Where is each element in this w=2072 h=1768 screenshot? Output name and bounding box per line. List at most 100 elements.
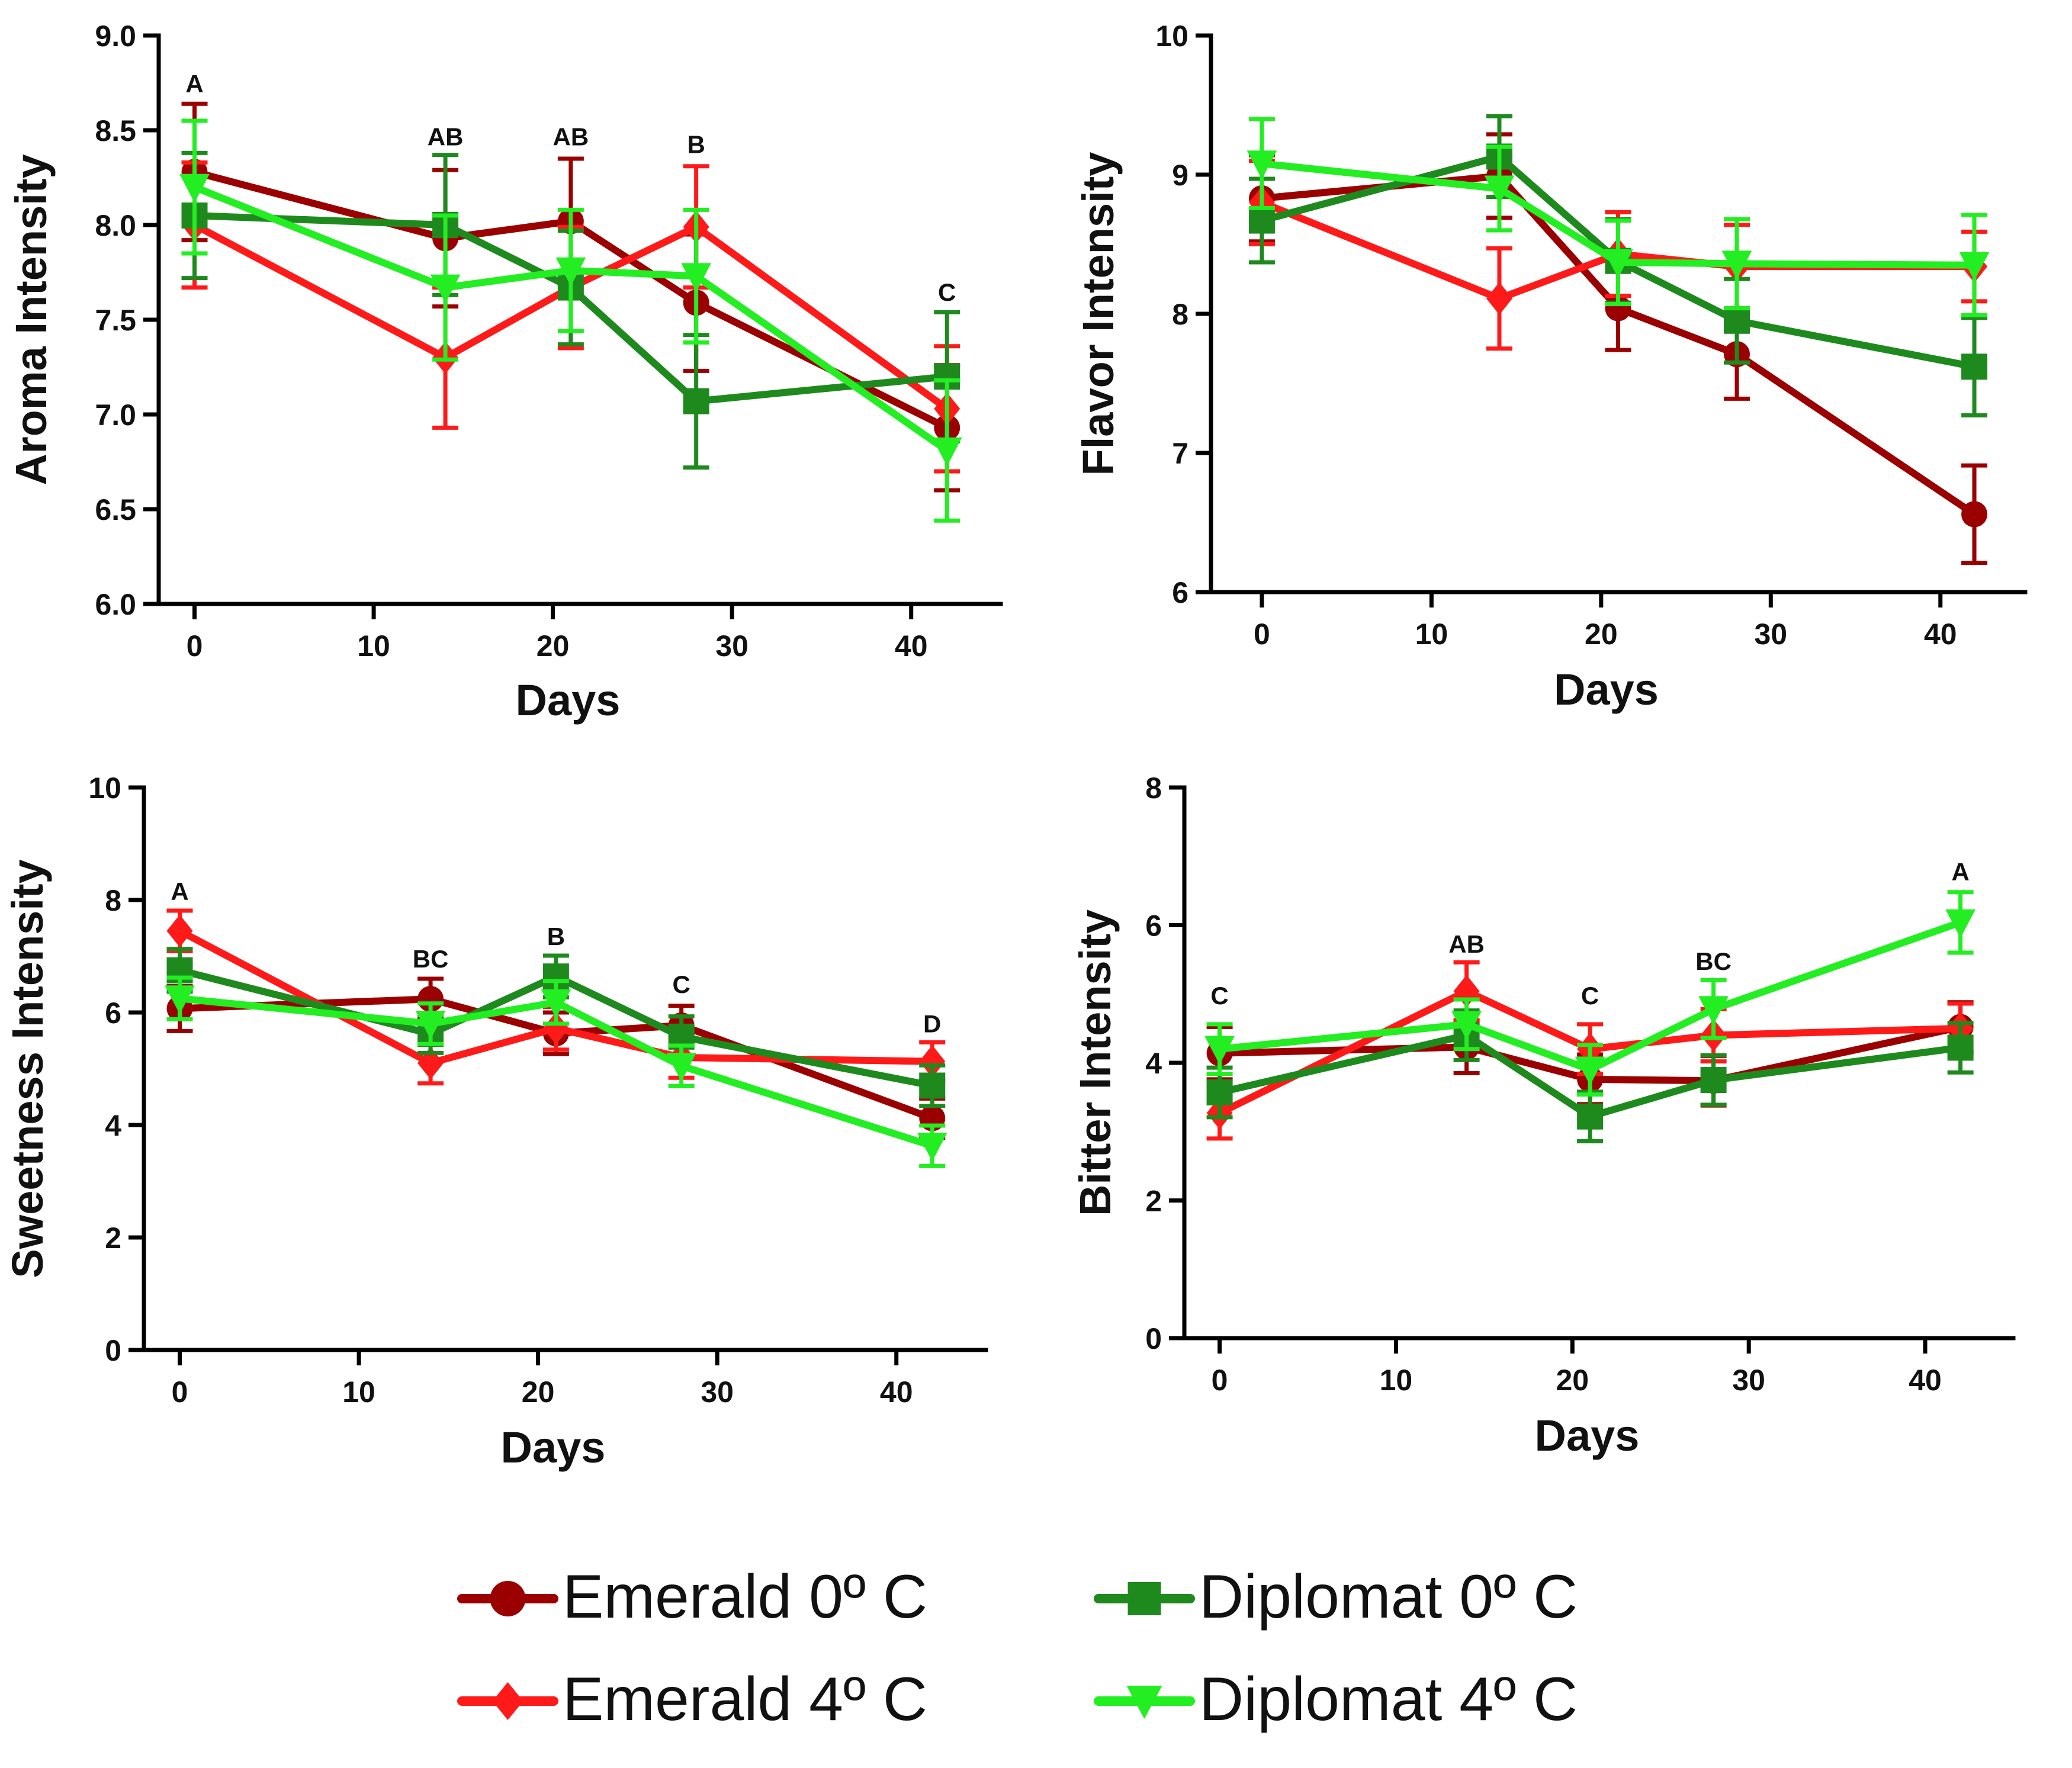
y-tick-label: 6.5 xyxy=(95,493,136,526)
data-point xyxy=(1947,1034,1974,1061)
chart-panel-aroma-intensity: 6.0 6.5 7.0 7.5 8.0 8.5 9.0 0 10 20 30 40 Days Aroma … xyxy=(7,20,1003,725)
series-diplomat-4-c xyxy=(179,118,962,523)
x-axis-title: Days xyxy=(1535,1411,1640,1460)
x-axis-title: Days xyxy=(516,676,621,725)
y-tick-label: 7 xyxy=(1172,437,1188,470)
data-point xyxy=(165,985,195,1014)
significance-label: AB xyxy=(553,123,589,151)
data-point xyxy=(1700,1067,1727,1094)
x-tick-label: 0 xyxy=(1212,1364,1228,1397)
series-diplomat-0-c xyxy=(1206,1008,1974,1144)
x-tick-label: 20 xyxy=(537,629,570,663)
data-point xyxy=(1247,150,1277,179)
x-tick-label: 10 xyxy=(1380,1364,1413,1397)
significance-label: C xyxy=(1581,982,1599,1010)
data-point xyxy=(1945,909,1975,938)
y-tick-label: 9 xyxy=(1172,159,1188,192)
y-axis-title: Flavor Intensity xyxy=(1074,152,1123,476)
legend-item-emerald-4-c: Emerald 4º C xyxy=(457,1665,927,1734)
significance-label: A xyxy=(1951,858,1969,886)
data-point xyxy=(542,1012,569,1045)
legend: Emerald 0º C Diplomat 0º C Emerald 4º C Dip… xyxy=(457,1563,1578,1734)
data-point xyxy=(166,914,193,947)
x-axis-title: Days xyxy=(501,1423,606,1472)
data-point xyxy=(1577,1103,1604,1130)
data-point xyxy=(1575,1056,1605,1086)
data-point xyxy=(1959,252,1990,281)
significance-label: A xyxy=(185,70,203,98)
y-tick-label: 8 xyxy=(1172,298,1188,331)
y-tick-label: 9.0 xyxy=(95,20,136,53)
data-point xyxy=(1698,996,1729,1025)
x-tick-label: 0 xyxy=(172,1375,188,1409)
data-point xyxy=(919,1045,946,1078)
y-tick-label: 6 xyxy=(105,996,121,1030)
legend-label: Diplomat 4º C xyxy=(1199,1665,1578,1734)
data-point xyxy=(681,263,711,292)
significance-label: B xyxy=(547,922,565,950)
y-tick-label: 7.0 xyxy=(95,398,136,432)
significance-label: C xyxy=(938,278,956,306)
legend-item-diplomat-4-c: Diplomat 4º C xyxy=(1094,1665,1578,1734)
x-tick-label: 30 xyxy=(715,629,749,663)
significance-label: D xyxy=(923,1010,941,1037)
y-tick-label: 6.0 xyxy=(95,588,136,621)
x-tick-label: 20 xyxy=(1556,1364,1589,1397)
significance-label: AB xyxy=(1448,930,1485,958)
data-point xyxy=(919,1072,946,1099)
x-tick-label: 0 xyxy=(187,629,203,663)
legend-label: Emerald 0º C xyxy=(563,1563,927,1631)
chart-panel-sweetness-intensity: 0 2 4 6 8 10 0 10 20 30 40 Days Sweetness Intensity A… xyxy=(3,772,988,1472)
x-axis-title: Days xyxy=(1554,665,1659,714)
significance-label: BC xyxy=(1695,947,1732,975)
x-tick-label: 20 xyxy=(1585,618,1618,651)
x-tick-label: 30 xyxy=(1755,618,1788,651)
legend-label: Emerald 4º C xyxy=(563,1665,927,1734)
y-tick-label: 10 xyxy=(1155,20,1188,53)
significance-label: C xyxy=(672,970,690,998)
x-tick-label: 0 xyxy=(1254,618,1270,651)
data-point xyxy=(541,989,571,1018)
legend-item-emerald-0-c: Emerald 0º C xyxy=(457,1563,927,1631)
y-tick-label: 10 xyxy=(88,772,121,805)
data-point xyxy=(1248,207,1275,234)
legend-marker xyxy=(490,1581,526,1616)
significance-label: B xyxy=(687,130,705,158)
x-tick-label: 10 xyxy=(342,1375,375,1409)
x-tick-label: 30 xyxy=(701,1375,734,1409)
x-tick-label: 40 xyxy=(880,1375,913,1409)
data-point xyxy=(1486,282,1512,315)
x-tick-label: 10 xyxy=(1415,618,1448,651)
x-tick-label: 40 xyxy=(1909,1364,1942,1397)
data-point xyxy=(1603,249,1633,278)
significance-label: A xyxy=(171,877,188,905)
y-axis-title: Bitter Intensity xyxy=(1071,909,1120,1216)
legend-marker xyxy=(1127,1582,1161,1615)
data-point xyxy=(415,1011,446,1040)
chart-panel-flavor-intensity: 6 7 8 9 10 0 10 20 30 40 Days Flavor Intensity xyxy=(1074,20,2028,714)
data-point xyxy=(1206,1079,1233,1105)
data-point xyxy=(683,388,709,414)
significance-label: AB xyxy=(428,123,464,151)
y-tick-label: 0 xyxy=(105,1334,121,1367)
x-tick-label: 40 xyxy=(895,629,928,663)
x-tick-label: 20 xyxy=(522,1375,555,1409)
y-tick-label: 6 xyxy=(1145,909,1162,943)
y-tick-label: 8.0 xyxy=(95,209,136,242)
y-axis-title: Aroma Intensity xyxy=(7,154,56,485)
data-point xyxy=(1451,1011,1482,1040)
y-tick-label: 6 xyxy=(1172,576,1188,609)
data-point xyxy=(917,1133,947,1162)
y-tick-label: 2 xyxy=(1145,1185,1162,1218)
series-diplomat-4-c xyxy=(1204,890,1975,1097)
data-point xyxy=(555,257,586,287)
data-point xyxy=(666,1053,696,1082)
legend-label: Diplomat 0º C xyxy=(1199,1563,1578,1631)
data-point xyxy=(1721,250,1752,279)
data-point xyxy=(1204,1036,1235,1065)
series-diplomat-4-c xyxy=(165,975,947,1168)
y-tick-label: 8 xyxy=(105,884,121,917)
x-tick-label: 40 xyxy=(1924,618,1957,651)
y-tick-label: 7.5 xyxy=(95,304,136,337)
legend-marker xyxy=(1126,1686,1162,1719)
